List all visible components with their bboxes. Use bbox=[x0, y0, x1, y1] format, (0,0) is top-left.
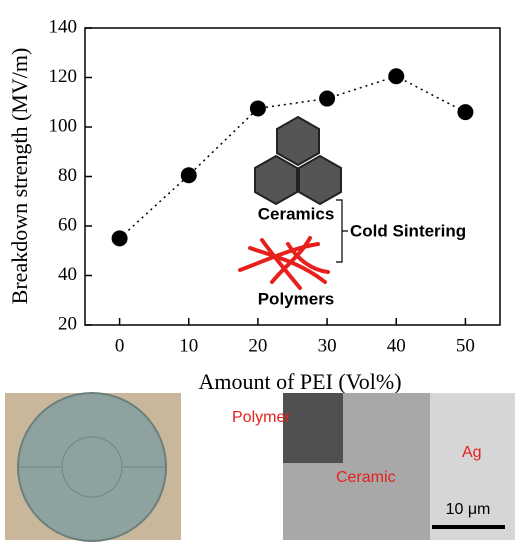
y-tick-label: 60 bbox=[58, 214, 77, 235]
x-tick-label: 50 bbox=[456, 335, 475, 356]
polymer-fibers bbox=[238, 236, 330, 290]
x-tick-label: 0 bbox=[115, 335, 125, 356]
y-tick-label: 100 bbox=[49, 115, 78, 136]
y-tick-label: 20 bbox=[58, 313, 77, 334]
hexagon-icon bbox=[254, 115, 342, 206]
annotation: Polymers bbox=[258, 289, 335, 308]
data-point bbox=[388, 68, 405, 85]
data-point bbox=[180, 167, 197, 184]
data-point bbox=[111, 230, 128, 247]
y-tick-label: 120 bbox=[49, 66, 78, 87]
sem-ag-region bbox=[430, 393, 515, 540]
data-point bbox=[249, 100, 266, 117]
x-axis-label: Amount of PEI (Vol%) bbox=[198, 369, 401, 394]
photo-label: Polymer bbox=[232, 409, 291, 426]
data-line bbox=[119, 75, 466, 239]
x-tick-label: 20 bbox=[248, 335, 267, 356]
data-point bbox=[457, 104, 474, 121]
annotation: Cold Sintering bbox=[350, 221, 466, 240]
y-tick-label: 80 bbox=[58, 165, 77, 186]
x-tick-label: 30 bbox=[318, 335, 337, 356]
sem-polymer-region bbox=[283, 393, 343, 463]
annotation: Ceramics bbox=[258, 204, 335, 223]
y-tick-label: 40 bbox=[58, 264, 77, 285]
x-tick-label: 40 bbox=[387, 335, 406, 356]
bracket bbox=[336, 199, 348, 263]
scale-bar-label: 10 μm bbox=[446, 501, 491, 518]
y-axis-label: Breakdown strength (MV/m) bbox=[7, 48, 32, 305]
data-point bbox=[319, 90, 336, 107]
photo-label: Ceramic bbox=[336, 469, 396, 486]
photo-label: Ag bbox=[462, 444, 482, 461]
x-tick-label: 10 bbox=[179, 335, 198, 356]
y-tick-label: 140 bbox=[49, 16, 78, 37]
